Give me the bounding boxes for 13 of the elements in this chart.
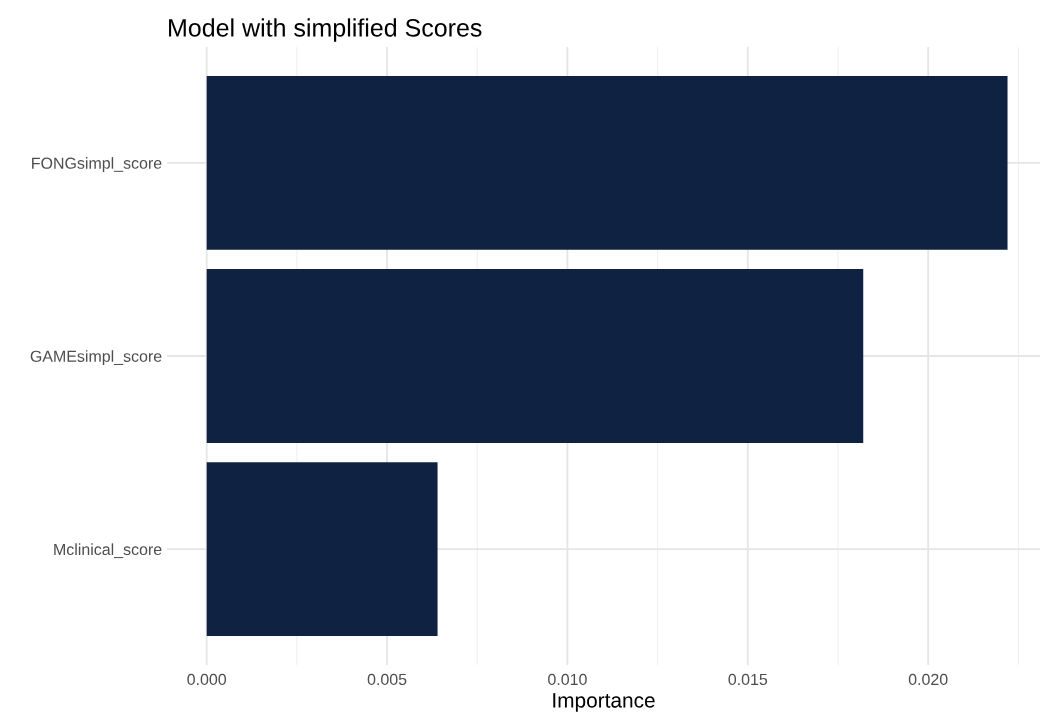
- y-tick-label: Mclinical_score: [54, 543, 162, 559]
- x-tick-label: 0.015: [728, 673, 768, 686]
- chart-title: Model with simplified Scores: [169, 18, 482, 42]
- x-tick-label: 0.000: [187, 673, 227, 686]
- y-tick-label: GAMEsimpl_score: [30, 350, 162, 366]
- x-tick-label: 0.010: [548, 673, 587, 686]
- bar: [206, 462, 438, 637]
- x-axis-title: Importance: [553, 693, 655, 712]
- x-tick-label: 0.020: [908, 673, 948, 686]
- bar: [206, 75, 1008, 250]
- y-tick-label: FONGsimpl_score: [32, 157, 162, 172]
- x-tick-label: 0.005: [367, 673, 407, 686]
- bar: [206, 269, 864, 443]
